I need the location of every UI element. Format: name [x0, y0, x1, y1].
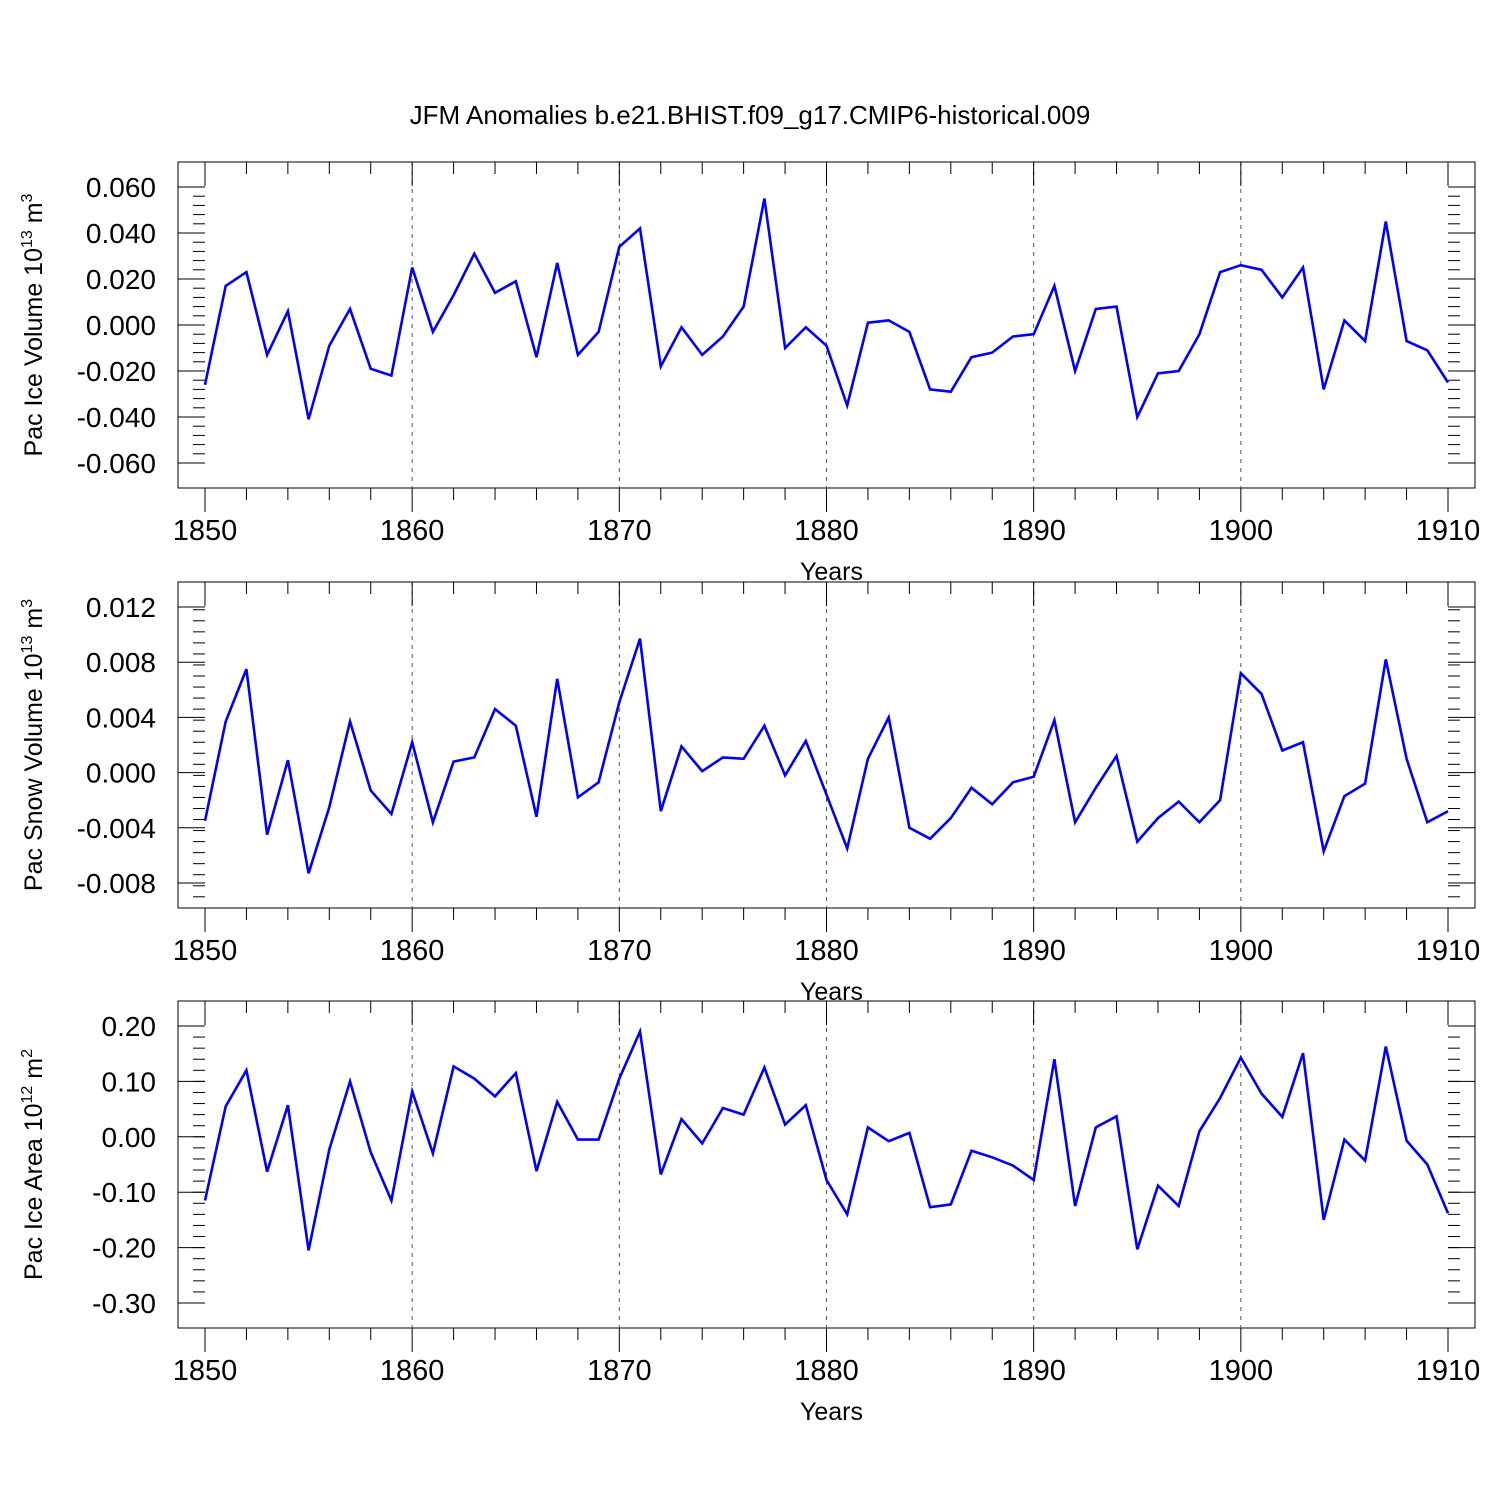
- y-tick-label: 0.20: [102, 1011, 157, 1042]
- x-tick-label: 1860: [380, 935, 445, 967]
- series-line: [203, 1026, 1450, 1251]
- y-tick-label: 0.012: [86, 592, 156, 623]
- x-tick-label: 1890: [1001, 1355, 1066, 1387]
- y-tick-label: 0.060: [86, 172, 156, 203]
- y-axis-label: Pac Ice Area 1012 m2: [19, 1049, 48, 1280]
- chart-panel-1: 0.060 0.040 0.020 0.000 -0.020 -0.040 -0.060 18…: [19, 161, 1481, 586]
- x-tick-label: 1880: [794, 1355, 859, 1387]
- y-tick-label: 0.008: [86, 647, 156, 678]
- y-tick-label: 0.004: [86, 702, 156, 733]
- y-tick-label: 0.000: [86, 758, 156, 789]
- y-axis-label: Pac Ice Volume 1013 m3: [19, 193, 48, 456]
- figure-title: JFM Anomalies b.e21.BHIST.f09_g17.CMIP6-…: [410, 100, 1091, 130]
- x-tick-label: 1860: [380, 1355, 445, 1387]
- y-tick-label: -0.060: [77, 448, 156, 479]
- x-tick-label: 1910: [1416, 515, 1481, 547]
- y-tick-label: -0.020: [77, 356, 156, 387]
- y-tick-label: 0.040: [86, 218, 156, 249]
- x-tick-label: 1870: [587, 515, 652, 547]
- series-line: [203, 638, 1449, 874]
- y-tick-label: 0.10: [102, 1066, 157, 1097]
- x-tick-label: 1880: [794, 515, 859, 547]
- series-line: [203, 198, 1450, 422]
- x-tick-label: 1890: [1001, 515, 1066, 547]
- x-tick-label: 1880: [794, 935, 859, 967]
- panels: 0.060 0.040 0.020 0.000 -0.020 -0.040 -0.060 18…: [19, 161, 1481, 1426]
- y-tick-label: -0.004: [77, 813, 156, 844]
- x-tick-label: 1860: [380, 515, 445, 547]
- y-tick-label: -0.040: [77, 402, 156, 433]
- chart-panel-3: 0.20 0.10 0.00 -0.10 -0.20 -0.30 1850 1860 1870 1…: [19, 1000, 1481, 1426]
- x-axis-label: Years: [800, 1398, 863, 1426]
- x-tick-label: 1900: [1209, 935, 1274, 967]
- y-tick-label: 0.000: [86, 310, 156, 341]
- x-tick-label: 1900: [1209, 1355, 1274, 1387]
- x-tick-label: 1900: [1209, 515, 1274, 547]
- y-tick-label: -0.30: [92, 1288, 156, 1319]
- y-tick-label: -0.20: [92, 1233, 156, 1264]
- x-tick-label: 1850: [173, 515, 238, 547]
- y-axis-label: Pac Snow Volume 1013 m3: [19, 599, 48, 891]
- y-tick-label: -0.008: [77, 868, 156, 899]
- x-tick-label: 1850: [173, 1355, 238, 1387]
- x-axis-label: Years: [800, 978, 863, 1006]
- y-tick-label: 0.00: [102, 1122, 157, 1153]
- x-tick-label: 1870: [587, 1355, 652, 1387]
- x-tick-label: 1910: [1416, 935, 1481, 967]
- y-tick-label: 0.020: [86, 264, 156, 295]
- chart-panel-2: 0.012 0.008 0.004 0.000 -0.004 -0.008 1850 1860…: [19, 581, 1481, 1006]
- x-tick-label: 1910: [1416, 1355, 1481, 1387]
- y-tick-label: -0.10: [92, 1177, 156, 1208]
- x-tick-label: 1890: [1001, 935, 1066, 967]
- x-axis-label: Years: [800, 558, 863, 586]
- x-tick-label: 1870: [587, 935, 652, 967]
- x-tick-label: 1850: [173, 935, 238, 967]
